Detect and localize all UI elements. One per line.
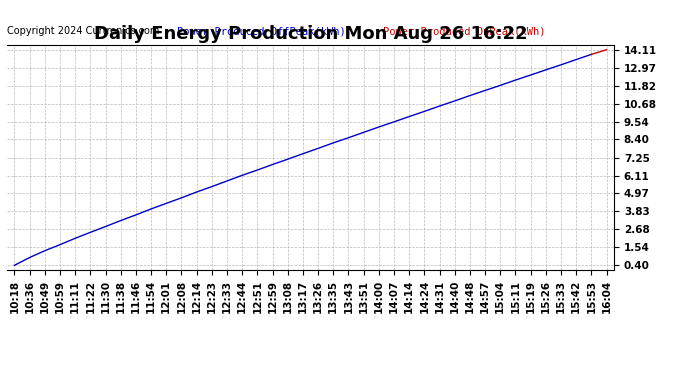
- Text: Power Produced OffPeak(kWh): Power Produced OffPeak(kWh): [177, 26, 346, 36]
- Text: Power Produced OnPeak(kWh): Power Produced OnPeak(kWh): [384, 26, 546, 36]
- Title: Daily Energy Production Mon Aug 26 16:22: Daily Energy Production Mon Aug 26 16:22: [94, 26, 527, 44]
- Text: Copyright 2024 Curtronics.com: Copyright 2024 Curtronics.com: [7, 26, 159, 36]
